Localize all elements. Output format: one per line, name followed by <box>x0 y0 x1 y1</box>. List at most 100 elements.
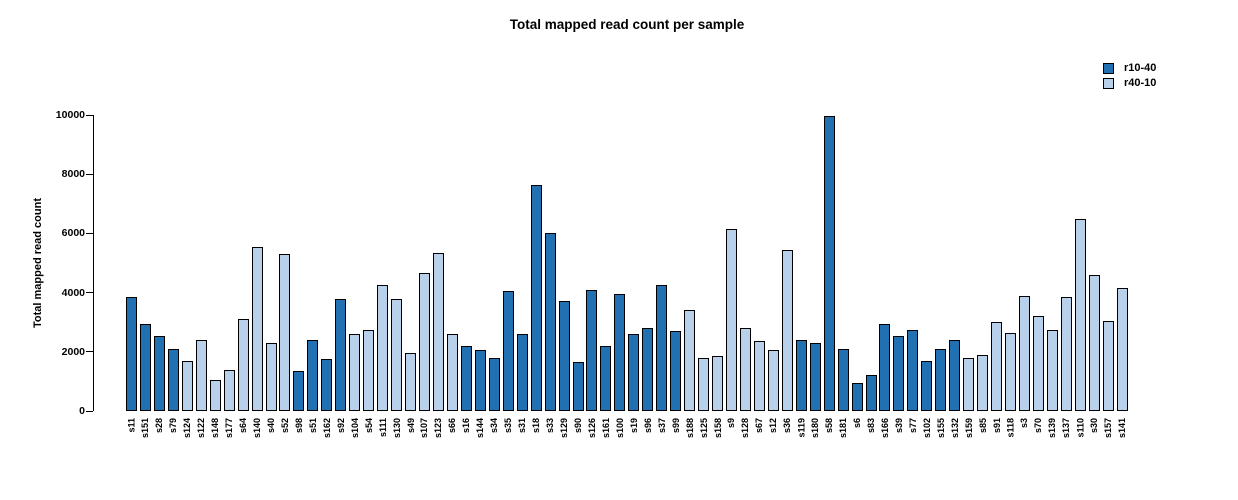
bar-s177 <box>223 369 235 411</box>
bar-s118 <box>1005 332 1017 411</box>
y-tick-label: 10000 <box>55 109 85 121</box>
bar-slot-s6: s6 <box>851 115 863 428</box>
x-tick-label: s166 <box>879 418 890 439</box>
x-tick-label: s102 <box>921 418 932 439</box>
bar-s128 <box>739 328 751 411</box>
x-tick-label: s119 <box>796 418 807 438</box>
bar-slot-s31: s31 <box>516 115 528 433</box>
bar-s36 <box>781 249 793 411</box>
bar-slot-s9: s9 <box>725 115 737 428</box>
bar-slot-s144: s144 <box>474 115 486 438</box>
bar-slot-s158: s158 <box>712 115 724 438</box>
bar-slot-s28: s28 <box>153 115 165 433</box>
bar-slot-s180: s180 <box>809 115 821 438</box>
x-tick-label: s11 <box>126 418 137 433</box>
bar-slot-s30: s30 <box>1088 115 1100 433</box>
bar-slot-s124: s124 <box>181 115 193 438</box>
bar-slot-s132: s132 <box>949 115 961 438</box>
bar-s40 <box>265 342 277 411</box>
bar-slot-s102: s102 <box>921 115 933 438</box>
legend-swatch-icon <box>1103 78 1114 89</box>
bar-s37 <box>656 285 668 411</box>
bar-s123 <box>432 252 444 411</box>
x-tick-label: s18 <box>531 418 542 434</box>
x-tick-label: s111 <box>377 418 388 438</box>
bar-s100 <box>614 294 626 411</box>
x-tick-label: s132 <box>949 418 960 439</box>
bar-slot-s130: s130 <box>391 115 403 438</box>
bar-s33 <box>544 233 556 411</box>
bar-s85 <box>977 354 989 411</box>
bar-slot-s70: s70 <box>1032 115 1044 433</box>
bar-s6 <box>851 382 863 411</box>
bar-s158 <box>712 356 724 411</box>
bar-slot-s49: s49 <box>405 115 417 433</box>
bar-s159 <box>963 357 975 411</box>
y-tick <box>86 351 93 353</box>
bar-s141 <box>1116 288 1128 411</box>
bar-s91 <box>991 322 1003 411</box>
x-tick-label: s159 <box>963 418 974 439</box>
x-tick-label: s31 <box>517 418 528 434</box>
x-tick-label: s99 <box>670 418 681 434</box>
x-tick-label: s91 <box>991 418 1002 434</box>
x-tick-label: s151 <box>140 418 151 439</box>
x-tick-label: s124 <box>182 418 193 439</box>
x-tick-label: s77 <box>907 418 918 434</box>
bar-slot-s92: s92 <box>335 115 347 433</box>
bar-s111 <box>377 285 389 411</box>
y-tick-label: 6000 <box>61 227 85 240</box>
x-tick-label: s122 <box>196 418 207 439</box>
x-tick-label: s140 <box>252 418 263 439</box>
x-tick-label: s96 <box>642 418 653 434</box>
bar-s90 <box>572 362 584 411</box>
bar-s79 <box>167 348 179 411</box>
legend-label: r10-40 <box>1124 62 1157 74</box>
x-tick-label: s139 <box>1047 418 1058 439</box>
x-tick-label: s157 <box>1103 418 1114 439</box>
bar-slot-s181: s181 <box>837 115 849 438</box>
x-tick-label: s40 <box>266 418 277 434</box>
bar-s34 <box>488 357 500 411</box>
x-tick-label: s118 <box>1005 418 1016 438</box>
bar-slot-s110: s110 <box>1074 115 1086 438</box>
legend: r10-40 r40-10 <box>1103 63 1156 93</box>
bar-slot-s12: s12 <box>767 115 779 433</box>
x-tick-label: s28 <box>154 418 165 434</box>
bar-slot-s98: s98 <box>293 115 305 433</box>
bar-s51 <box>307 339 319 411</box>
bar-slot-s3: s3 <box>1019 115 1030 428</box>
x-tick-label: s144 <box>475 418 486 439</box>
bar-slot-s67: s67 <box>753 115 765 433</box>
bar-slot-s141: s141 <box>1116 115 1128 438</box>
bar-s110 <box>1074 218 1086 411</box>
x-tick-label: s129 <box>559 418 570 439</box>
bar-s58 <box>823 116 835 411</box>
bar-slot-s18: s18 <box>530 115 542 433</box>
bar-slot-s155: s155 <box>935 115 947 438</box>
bar-slot-s66: s66 <box>446 115 458 433</box>
y-tick <box>86 232 93 234</box>
x-tick-label: s6 <box>852 418 863 429</box>
bar-s155 <box>935 348 947 411</box>
bar-slot-s166: s166 <box>879 115 891 438</box>
bar-s30 <box>1088 274 1100 411</box>
bar-slot-s148: s148 <box>209 115 221 438</box>
x-tick-label: s141 <box>1117 418 1128 439</box>
x-tick-label: s12 <box>768 418 779 434</box>
bar-slot-s161: s161 <box>600 115 612 438</box>
bar-s125 <box>698 357 710 411</box>
bar-slot-s119: s119 <box>795 115 807 438</box>
x-tick-label: s37 <box>656 418 667 434</box>
y-axis: 0 2000 4000 6000 8000 10000 <box>56 109 94 417</box>
bar-slot-s159: s159 <box>963 115 975 438</box>
bar-slot-s140: s140 <box>251 115 263 438</box>
x-tick-label: s92 <box>335 418 346 434</box>
x-tick-label: s85 <box>977 418 988 434</box>
legend-swatch-icon <box>1103 63 1114 74</box>
y-tick <box>86 410 93 412</box>
bar-slot-s85: s85 <box>977 115 989 433</box>
bar-s148 <box>209 379 221 411</box>
x-tick-label: s33 <box>545 418 556 434</box>
x-tick-label: s123 <box>433 418 444 439</box>
